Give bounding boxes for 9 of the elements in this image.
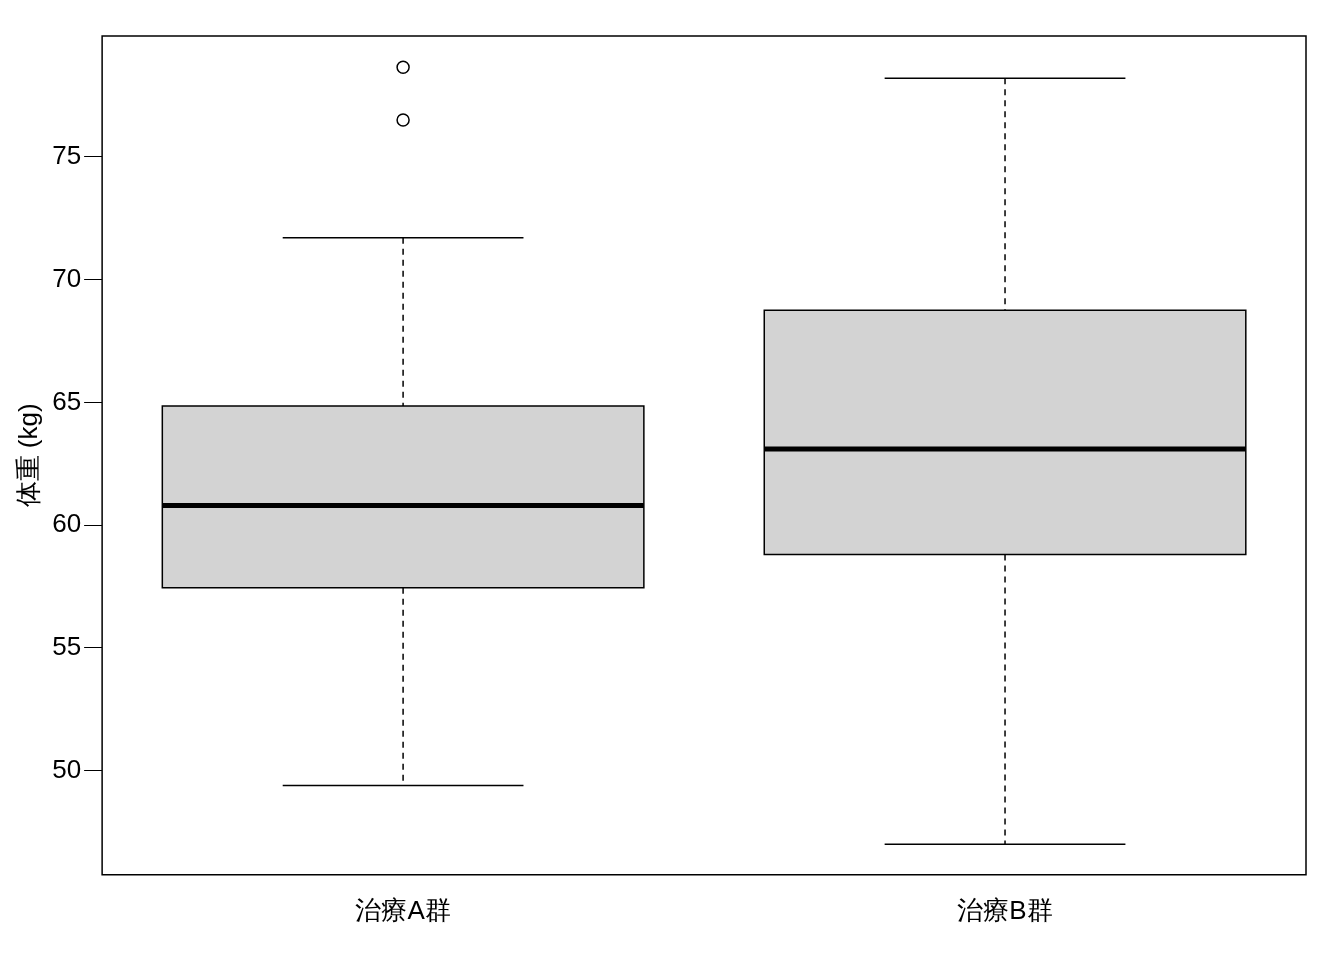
y-tick-label: 65 [52, 385, 82, 416]
y-tick-label: 50 [52, 753, 82, 784]
y-axis-title: 体重 (kg) [12, 403, 43, 508]
x-tick-label: 治療B群 [957, 894, 1053, 925]
y-tick-label: 55 [52, 631, 82, 662]
x-tick-label: 治療A群 [355, 894, 451, 925]
y-tick-label: 60 [52, 508, 82, 539]
y-tick-label: 75 [52, 139, 82, 170]
y-tick-label: 70 [52, 262, 82, 293]
